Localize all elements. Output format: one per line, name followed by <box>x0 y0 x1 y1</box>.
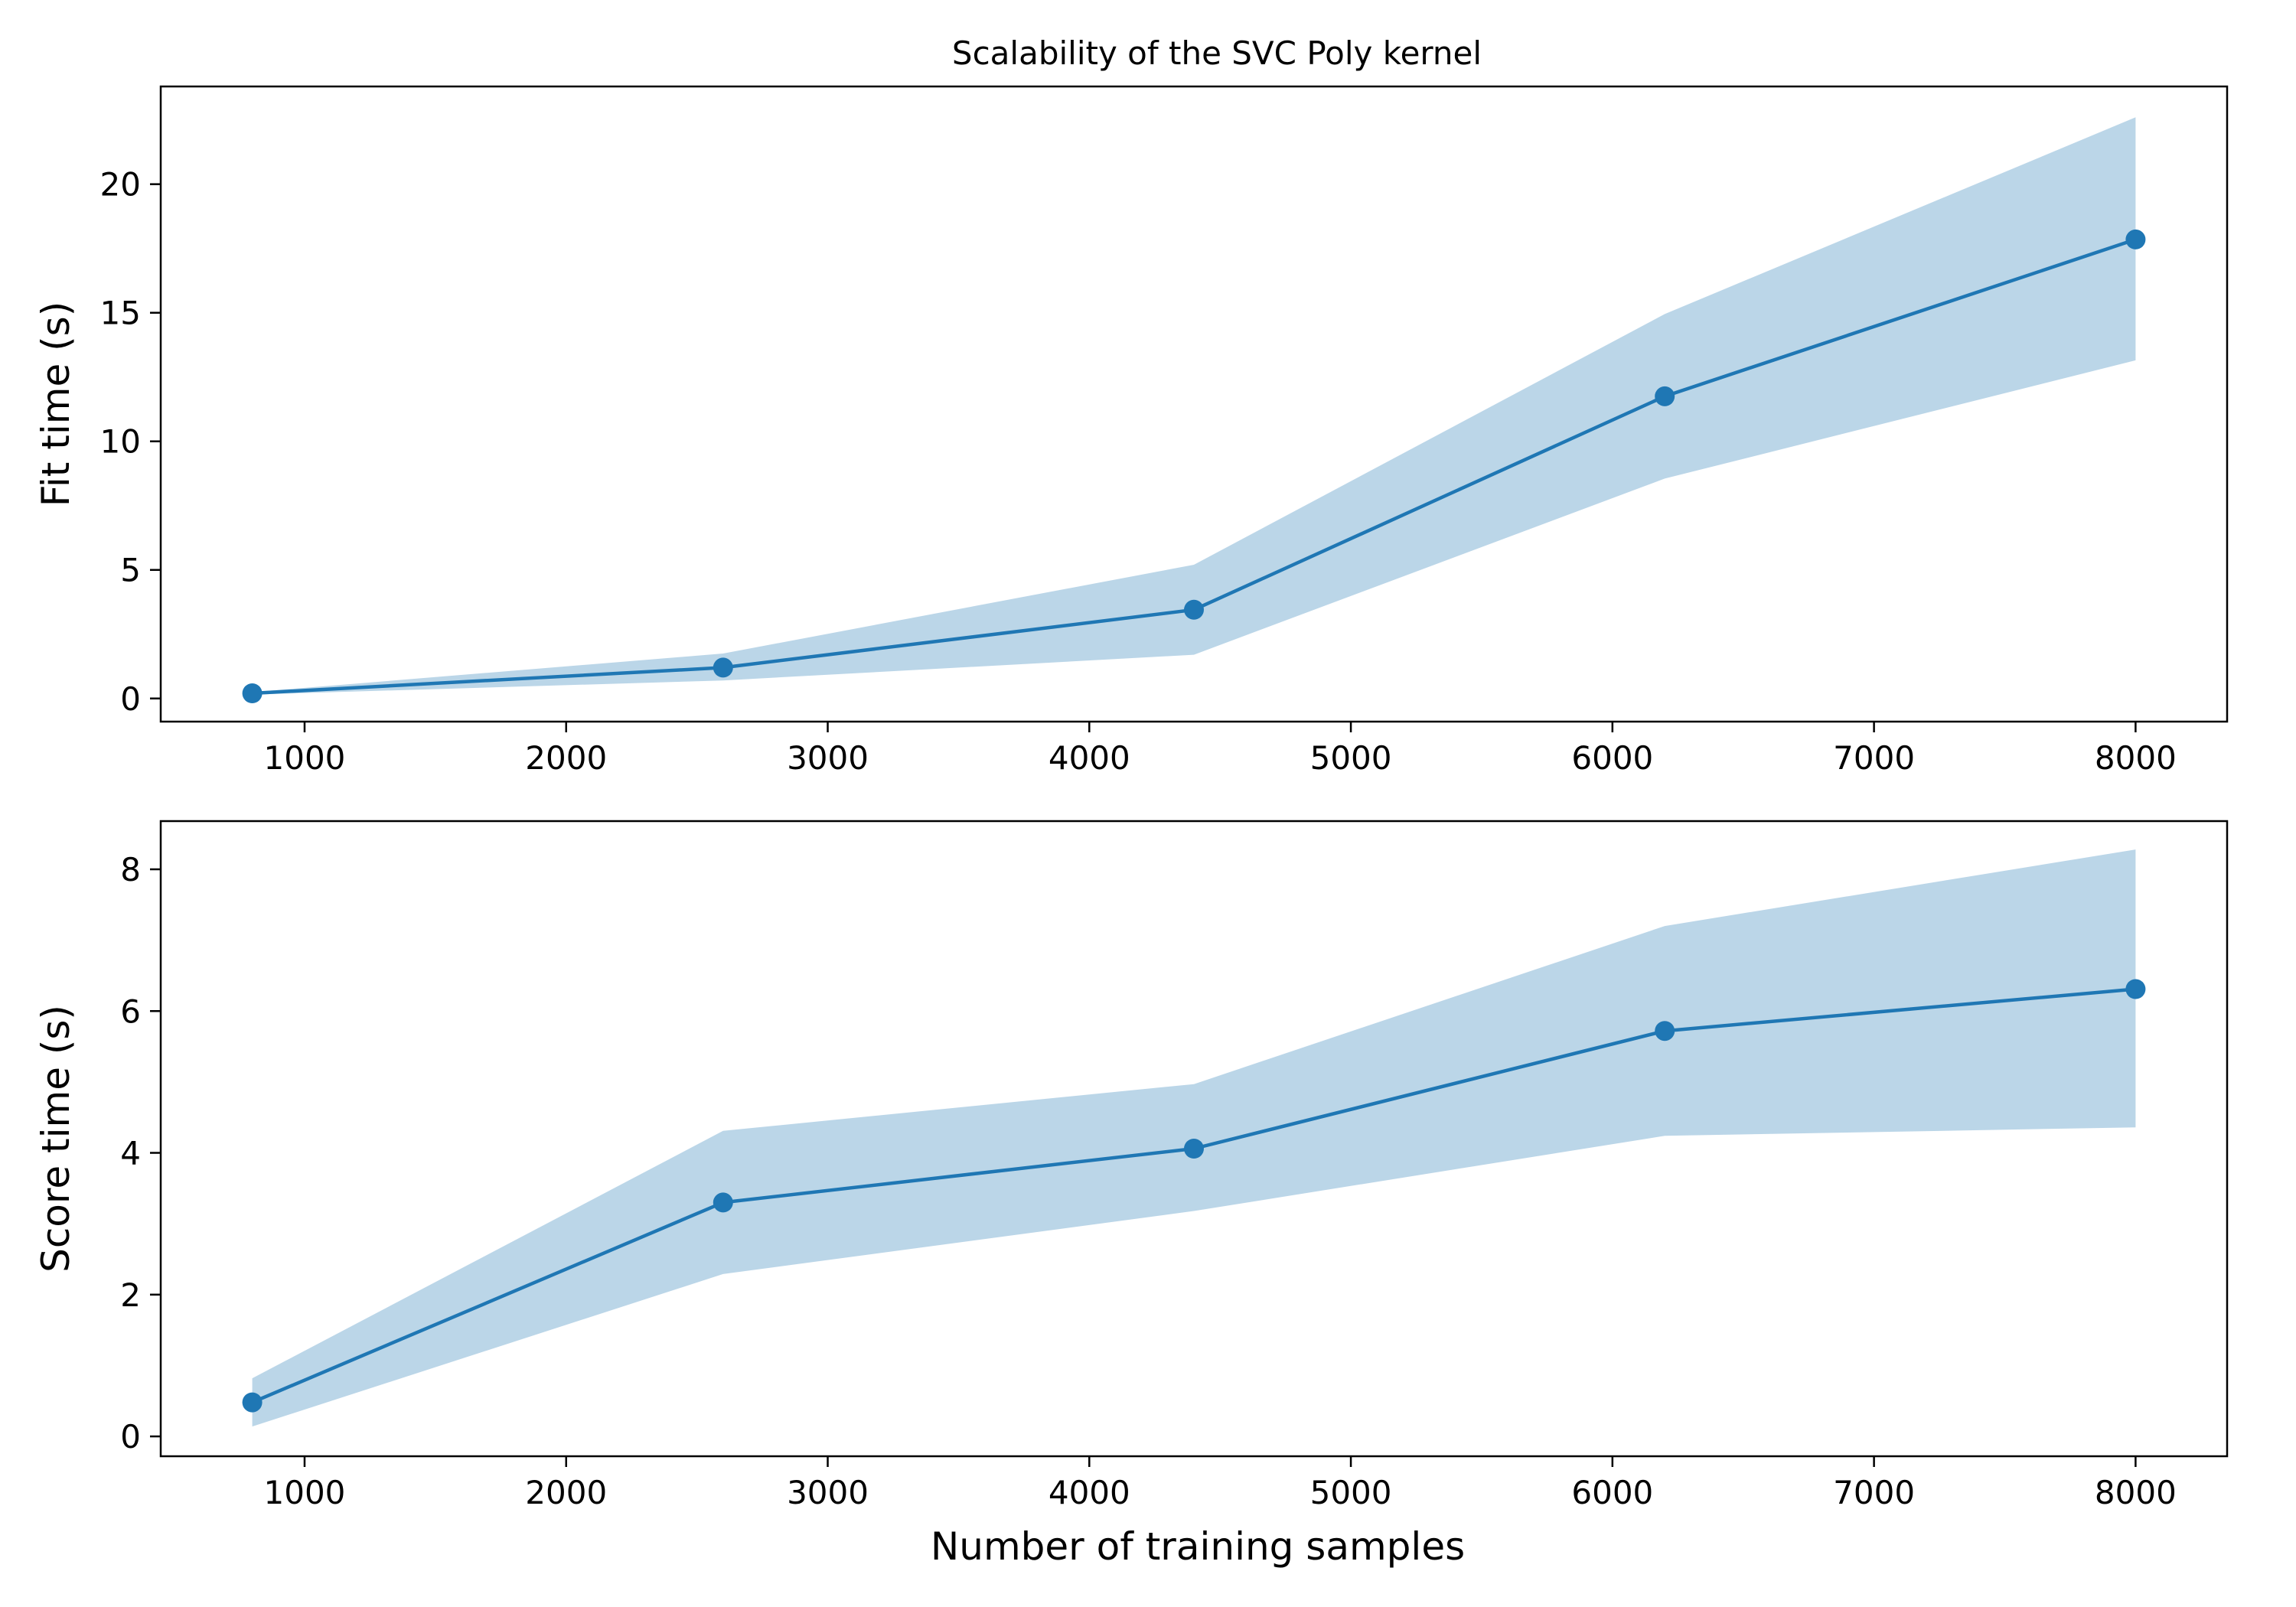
score-y-tick-label: 8 <box>120 851 141 888</box>
score-y-axis-label: Score time (s) <box>34 1005 78 1273</box>
fit-data-point <box>713 657 733 678</box>
chart-title: Scalability of the SVC Poly kernel <box>952 34 1482 72</box>
score-y-tick-label: 6 <box>120 993 141 1030</box>
fit-y-axis-label: Fit time (s) <box>34 302 78 507</box>
fit-std-band <box>252 117 2136 695</box>
score-x-tick-label: 5000 <box>1310 1474 1392 1511</box>
score-data-point <box>713 1192 733 1213</box>
fit-x-tick-label: 2000 <box>525 739 607 777</box>
score-x-tick-label: 8000 <box>2095 1474 2177 1511</box>
score-y-tick-label: 2 <box>120 1276 141 1314</box>
score-x-tick-label: 1000 <box>264 1474 346 1511</box>
fit-time-panel: 1000 2000 3000 4000 5000 6000 7000 8000 0 5 10 15 20… <box>34 85 2229 777</box>
score-data-point <box>242 1392 263 1413</box>
score-x-tick-label: 3000 <box>787 1474 869 1511</box>
fit-y-tick-label: 0 <box>120 680 141 718</box>
fit-data-point <box>1655 386 1675 406</box>
score-x-tick-label: 4000 <box>1049 1474 1130 1511</box>
fit-x-tick-label: 5000 <box>1310 739 1392 777</box>
score-axes-frame <box>159 820 2229 1458</box>
score-data-point <box>1655 1021 1675 1041</box>
score-x-tick-label: 6000 <box>1571 1474 1653 1511</box>
fit-y-tick-label: 5 <box>120 552 141 589</box>
score-data-point <box>1184 1139 1204 1159</box>
fit-y-tick-label: 20 <box>100 166 141 204</box>
fit-x-tick-label: 3000 <box>787 739 869 777</box>
score-x-tick-label: 2000 <box>525 1474 607 1511</box>
fit-x-tick-label: 4000 <box>1049 739 1130 777</box>
fit-x-tick-label: 8000 <box>2095 739 2177 777</box>
score-time-panel: 1000 2000 3000 4000 5000 6000 7000 8000 0 2 4 6 8 Sco… <box>34 820 2229 1569</box>
fit-data-point <box>242 683 263 703</box>
fit-data-point <box>1184 599 1204 620</box>
score-y-tick-label: 4 <box>120 1135 141 1172</box>
fit-data-point <box>2125 229 2146 249</box>
score-data-point <box>2125 979 2146 999</box>
score-y-tick-label: 0 <box>120 1418 141 1455</box>
fit-x-tick-label: 6000 <box>1571 739 1653 777</box>
fit-y-tick-label: 10 <box>100 423 141 461</box>
fit-axes-frame <box>159 85 2229 723</box>
score-x-tick-label: 7000 <box>1833 1474 1915 1511</box>
fit-y-tick-label: 15 <box>100 295 141 332</box>
score-x-axis-label: Number of training samples <box>931 1524 1465 1569</box>
fit-x-tick-label: 7000 <box>1833 739 1915 777</box>
score-std-band <box>252 849 2136 1427</box>
fit-x-tick-label: 1000 <box>264 739 346 777</box>
